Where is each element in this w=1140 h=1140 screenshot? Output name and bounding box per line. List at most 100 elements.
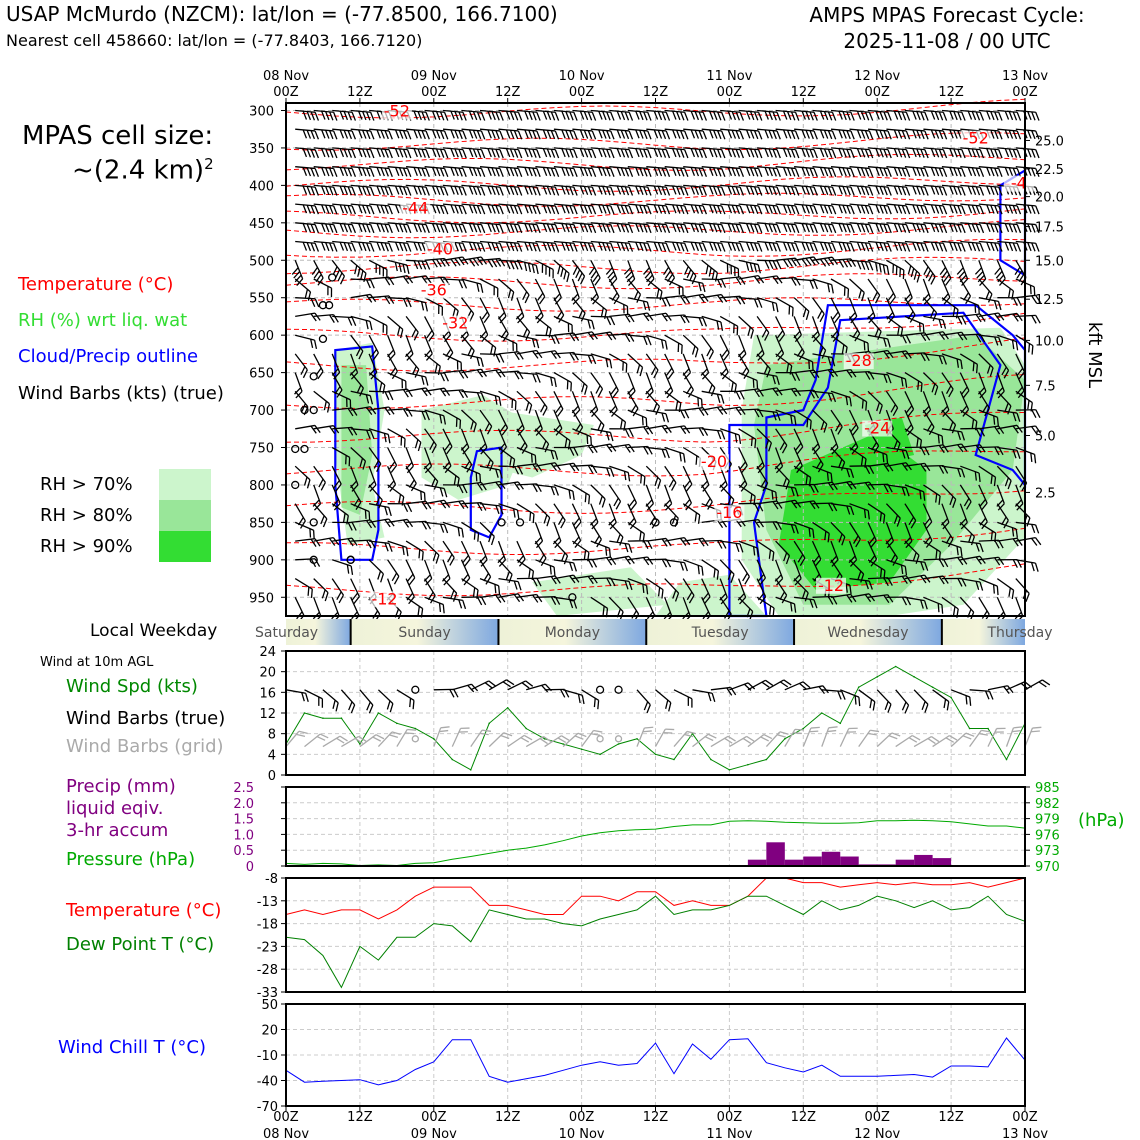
wind-barb (775, 109, 800, 121)
barb-staff (849, 222, 870, 226)
barb-flag (975, 223, 981, 233)
barb-flag (484, 422, 490, 432)
wind-barb (645, 465, 662, 489)
wind-barb (627, 353, 644, 377)
wind-barb (369, 203, 393, 215)
legend-rh: RH (%) wrt liq. wat (18, 310, 188, 331)
barb-flag (425, 411, 430, 421)
barb-flag (875, 110, 880, 120)
barb-flag (749, 223, 755, 233)
barb-flag (450, 204, 455, 214)
barb-flag (994, 242, 999, 252)
barb-flag (879, 204, 884, 214)
barb-staff (849, 278, 865, 293)
legend-pressure: Pressure (hPa) (66, 849, 196, 870)
barb-flag (302, 223, 308, 233)
barb-flag (753, 111, 759, 121)
barb-flag (610, 186, 615, 196)
barb-flag (513, 242, 519, 252)
barb-flag (986, 223, 991, 233)
barb-staff (350, 222, 371, 226)
barb-flag (588, 266, 596, 276)
barb-flag (413, 332, 419, 341)
barb-flag (428, 333, 435, 342)
barb-flag (351, 149, 357, 159)
barb-flag (653, 204, 659, 214)
wind-barb (516, 540, 526, 567)
barb-flag (531, 264, 535, 274)
wind-barb (535, 350, 561, 360)
barb-flag (897, 242, 903, 252)
barb-flag (920, 352, 926, 362)
barb-flag (974, 267, 983, 275)
barb-flag (1011, 340, 1015, 350)
barb-flag (406, 519, 414, 528)
barb-staff (295, 166, 316, 170)
wind-barb (775, 540, 791, 565)
barb-flag (515, 312, 523, 320)
barb-staff (350, 166, 371, 170)
barb-flag (417, 223, 422, 233)
barb-flag (682, 287, 684, 297)
barb-flag (432, 259, 438, 268)
barb-flag (372, 352, 379, 361)
barb-staff (757, 109, 778, 113)
barb-flag (325, 242, 330, 252)
barb-flag (337, 272, 343, 282)
wind-barb (608, 484, 622, 510)
barb-flag (609, 432, 614, 442)
barb-flag (920, 446, 926, 456)
barb-flag (863, 509, 867, 519)
barb-flag (314, 243, 320, 252)
wind-barb (590, 428, 614, 442)
wind-barb (424, 297, 444, 316)
wind-barb (646, 222, 671, 234)
barb-flag (769, 605, 772, 615)
barb-staff (609, 203, 630, 207)
wind-barb (627, 540, 653, 550)
barb-flag (838, 223, 843, 233)
barb-flag (528, 130, 533, 139)
barb-flag (366, 186, 371, 196)
barb-flag (979, 499, 986, 507)
barb-flag (458, 599, 463, 609)
barb-flag (998, 243, 1003, 252)
barb-flag (772, 375, 776, 385)
barb-flag (402, 223, 408, 233)
barb-flag (495, 258, 502, 267)
barb-flag (1004, 167, 1010, 176)
barb-flag (532, 483, 538, 493)
barb-flag (683, 562, 688, 572)
barb-flag (549, 565, 552, 575)
barb-staff (553, 278, 562, 298)
barb-flag (843, 286, 846, 296)
barb-flag (961, 468, 966, 478)
wind-barb (368, 428, 391, 444)
barb-staff (794, 240, 815, 244)
wind-barb (516, 446, 537, 465)
barb-flag (791, 372, 797, 381)
barb-flag (587, 167, 593, 177)
barb-flag (360, 270, 364, 280)
wind-barb (442, 147, 467, 159)
barb-flag (768, 242, 773, 252)
barb-flag (332, 537, 340, 546)
barb-flag (960, 547, 963, 557)
temperature-contour (285, 256, 1026, 275)
barb-flag (366, 279, 371, 289)
barb-flag (960, 360, 963, 370)
barb-flag (379, 265, 381, 275)
barb-flag (938, 111, 944, 121)
barb-flag (776, 112, 781, 121)
wind-barb (424, 109, 449, 121)
wind-barb (997, 521, 1019, 538)
barb-flag (557, 516, 564, 526)
wind-barb (757, 240, 781, 252)
barb-flag (557, 408, 564, 417)
barb-flag (321, 148, 326, 158)
wind-barb (461, 409, 477, 433)
barb-flag (772, 130, 777, 140)
barb-staff (941, 203, 962, 207)
barb-flag (794, 387, 802, 397)
barb-flag (860, 204, 866, 214)
